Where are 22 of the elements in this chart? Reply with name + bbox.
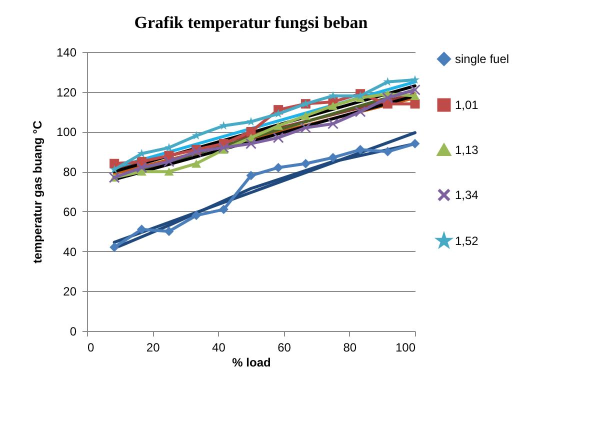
y-tick-label: 120: [56, 85, 77, 100]
x-axis-title: % load: [232, 356, 271, 370]
y-tick-label: 20: [63, 284, 77, 299]
y-tick-label: 140: [56, 46, 77, 60]
x-tick-label: 20: [146, 340, 160, 354]
x-tick-label: 100: [395, 340, 416, 354]
x-tick-label: 80: [343, 340, 357, 354]
y-axis-title: temperatur gas buang °C: [30, 120, 44, 264]
y-tick-label: 100: [56, 125, 77, 140]
x-tick-label: 60: [278, 340, 292, 354]
legend-label: 1,01: [455, 98, 479, 112]
x-tick-label: 0: [88, 340, 94, 354]
y-tick-label: 0: [70, 324, 77, 338]
legend-label: 1,34: [455, 188, 479, 202]
y-tick-label: 60: [63, 204, 77, 219]
legend-label: single fuel: [455, 52, 510, 66]
y-tick-label: 80: [63, 165, 77, 180]
legend-label: 1,13: [455, 143, 479, 157]
x-tick-label: 40: [212, 340, 226, 354]
chart-title: Grafik temperatur fungsi beban: [134, 13, 368, 32]
y-tick-label: 40: [63, 244, 77, 259]
legend-label: 1,52: [455, 234, 479, 248]
